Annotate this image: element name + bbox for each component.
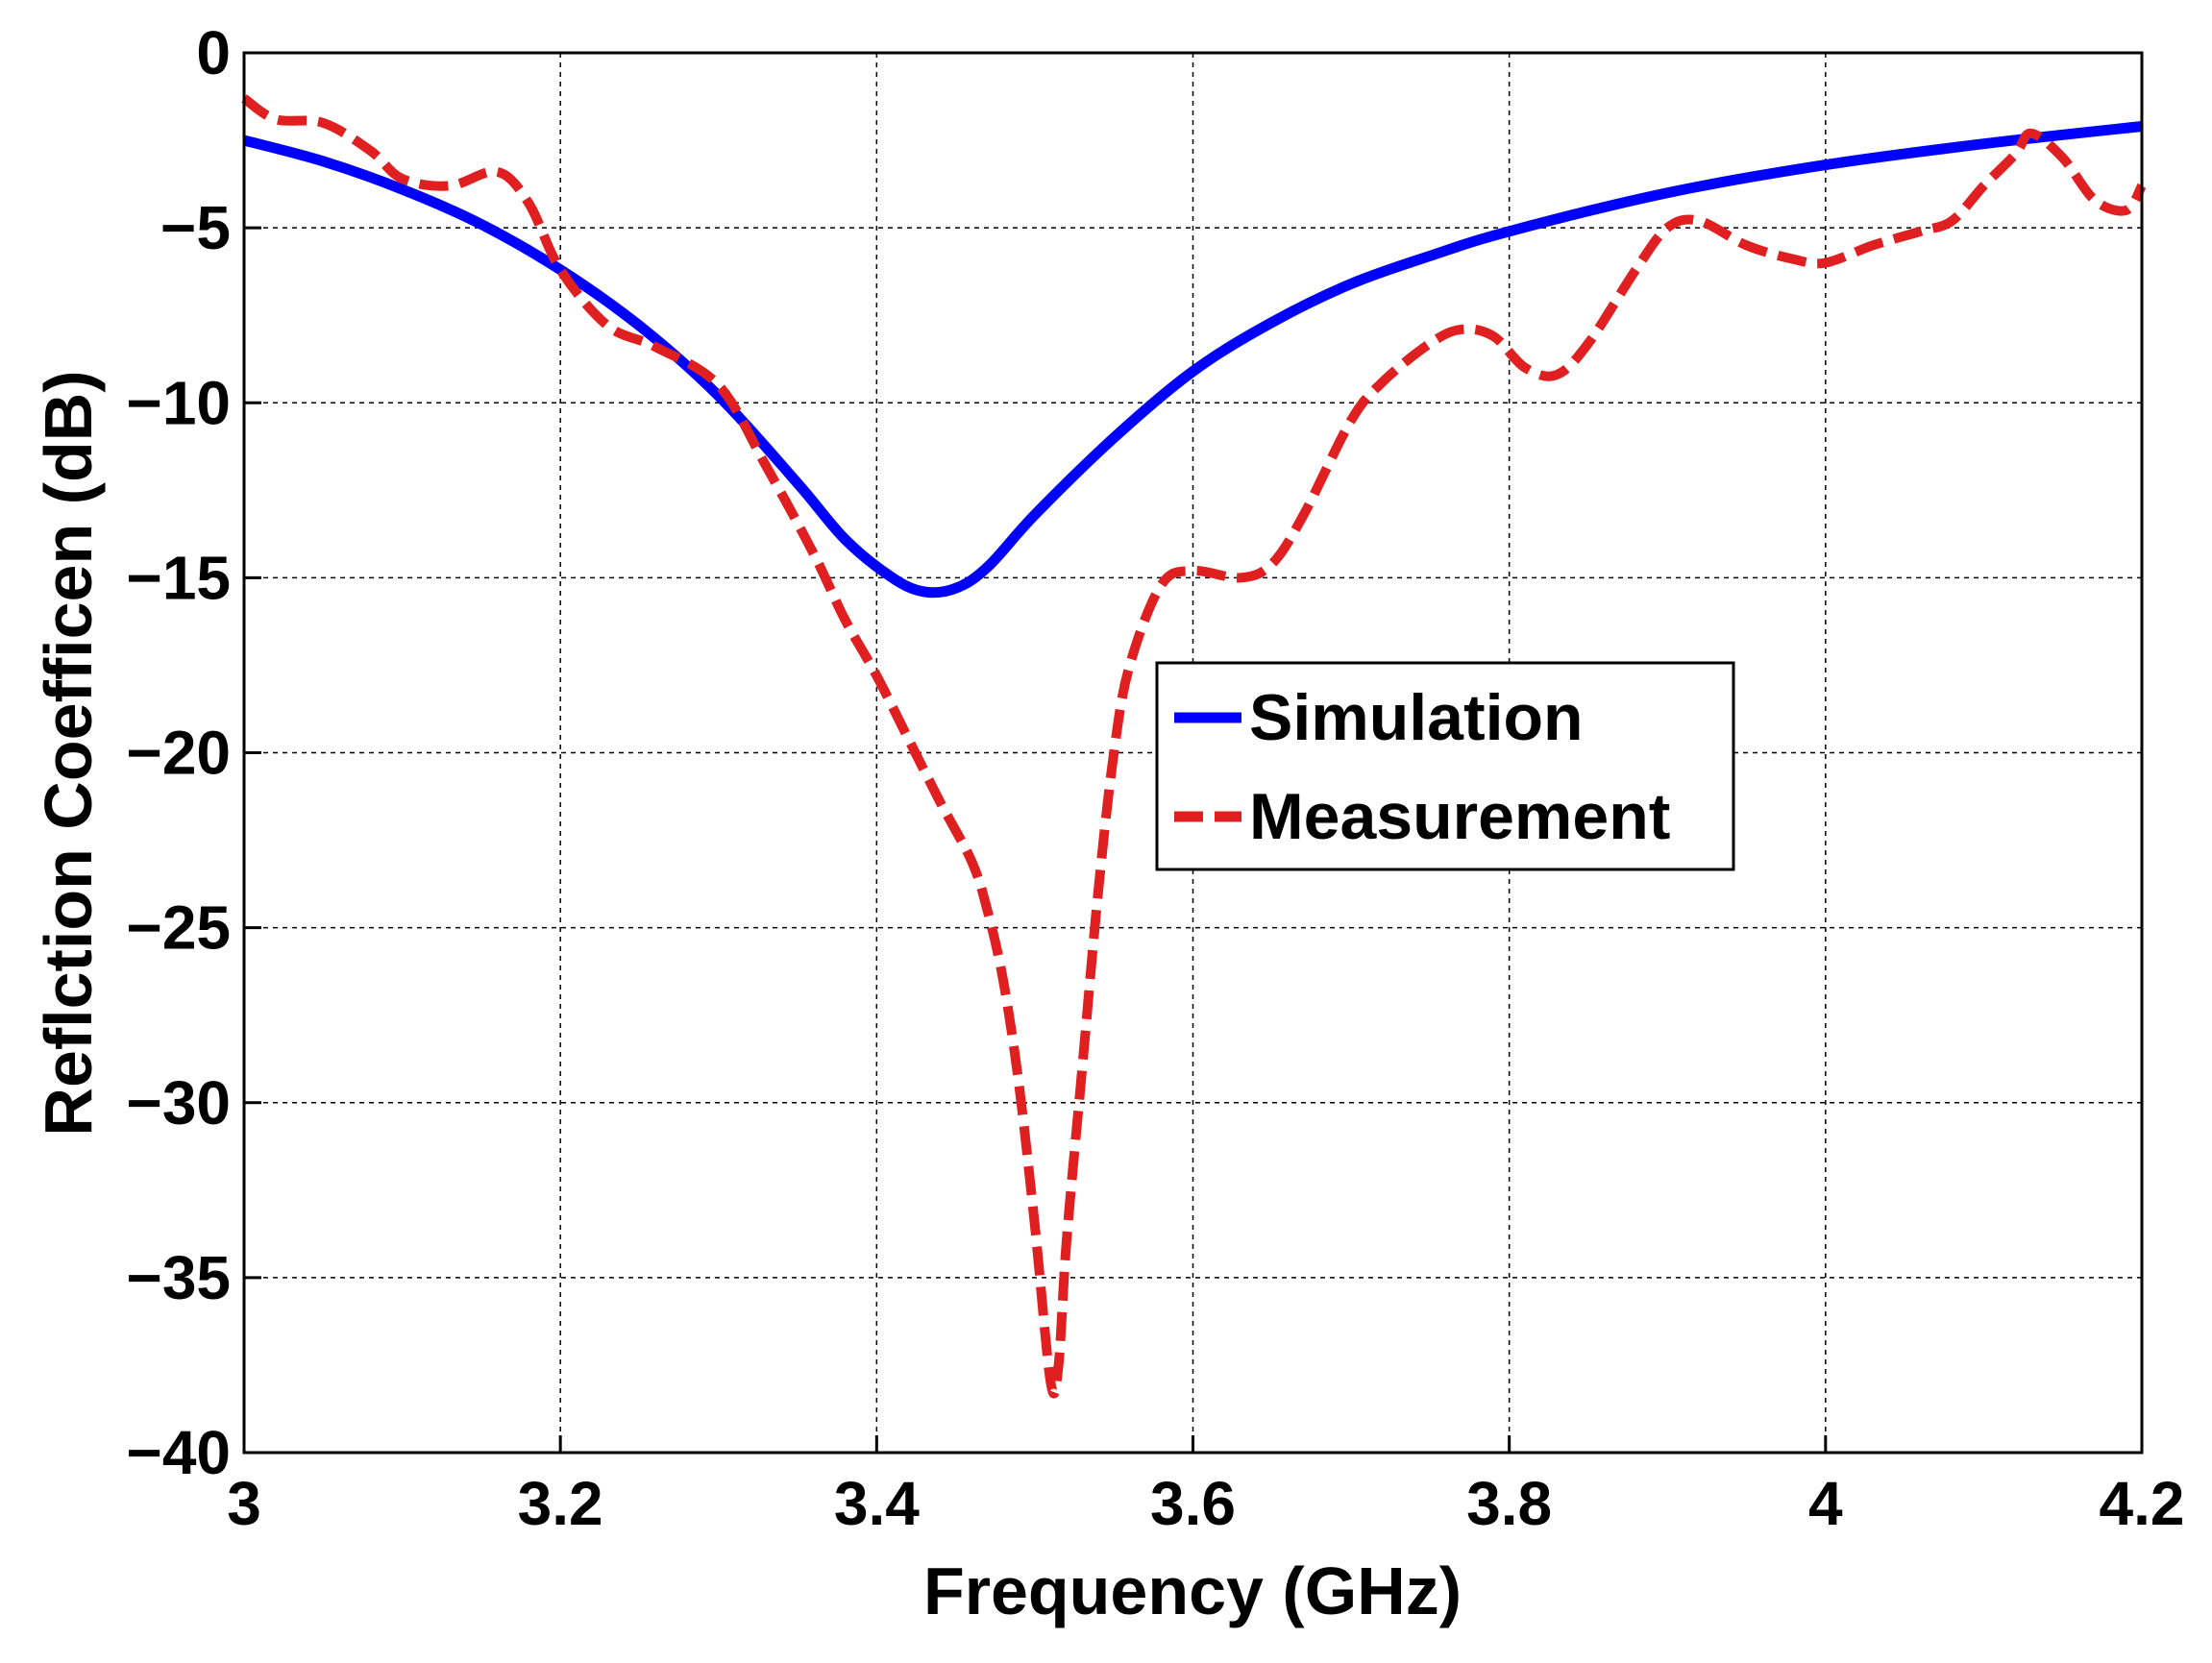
x-tick-label: 4.2 <box>2100 1469 2185 1538</box>
legend: Simulation Measurement <box>1155 661 1735 871</box>
y-tick-label: −35 <box>126 1243 231 1312</box>
y-tick-label: −20 <box>126 719 231 788</box>
legend-label-measurement: Measurement <box>1249 780 1670 853</box>
x-tick-label: 4 <box>1808 1469 1843 1538</box>
x-tick-label: 3.8 <box>1466 1469 1552 1538</box>
x-tick-label: 3.2 <box>518 1469 603 1538</box>
x-axis-title: Frequency (GHz) <box>923 1553 1462 1628</box>
series-lines <box>241 94 2147 1399</box>
x-tick-label: 3 <box>227 1469 261 1538</box>
legend-box <box>1155 661 1735 871</box>
axis-ticks: 3 3.2 3.4 3.6 3.8 4 4.2 0 −5 −10 −15 −20 −25 −30 −35 −4… <box>126 18 2184 1538</box>
grid-lines <box>244 53 2142 1453</box>
legend-label-simulation: Simulation <box>1249 681 1584 754</box>
series-line-simulation <box>242 121 2143 599</box>
y-tick-label: −5 <box>160 193 231 262</box>
y-tick-label: −25 <box>126 893 231 963</box>
y-axis-title: Reflction Coefficen (dB) <box>31 370 106 1136</box>
y-tick-label: −30 <box>126 1068 231 1137</box>
series-line-measurement <box>241 94 2147 1399</box>
x-tick-label: 3.6 <box>1150 1469 1236 1538</box>
y-tick-label: −15 <box>126 543 231 612</box>
y-tick-label: −40 <box>126 1418 231 1487</box>
y-tick-label: 0 <box>196 18 231 87</box>
x-tick-label: 3.4 <box>834 1469 920 1538</box>
y-tick-label: −10 <box>126 368 231 437</box>
